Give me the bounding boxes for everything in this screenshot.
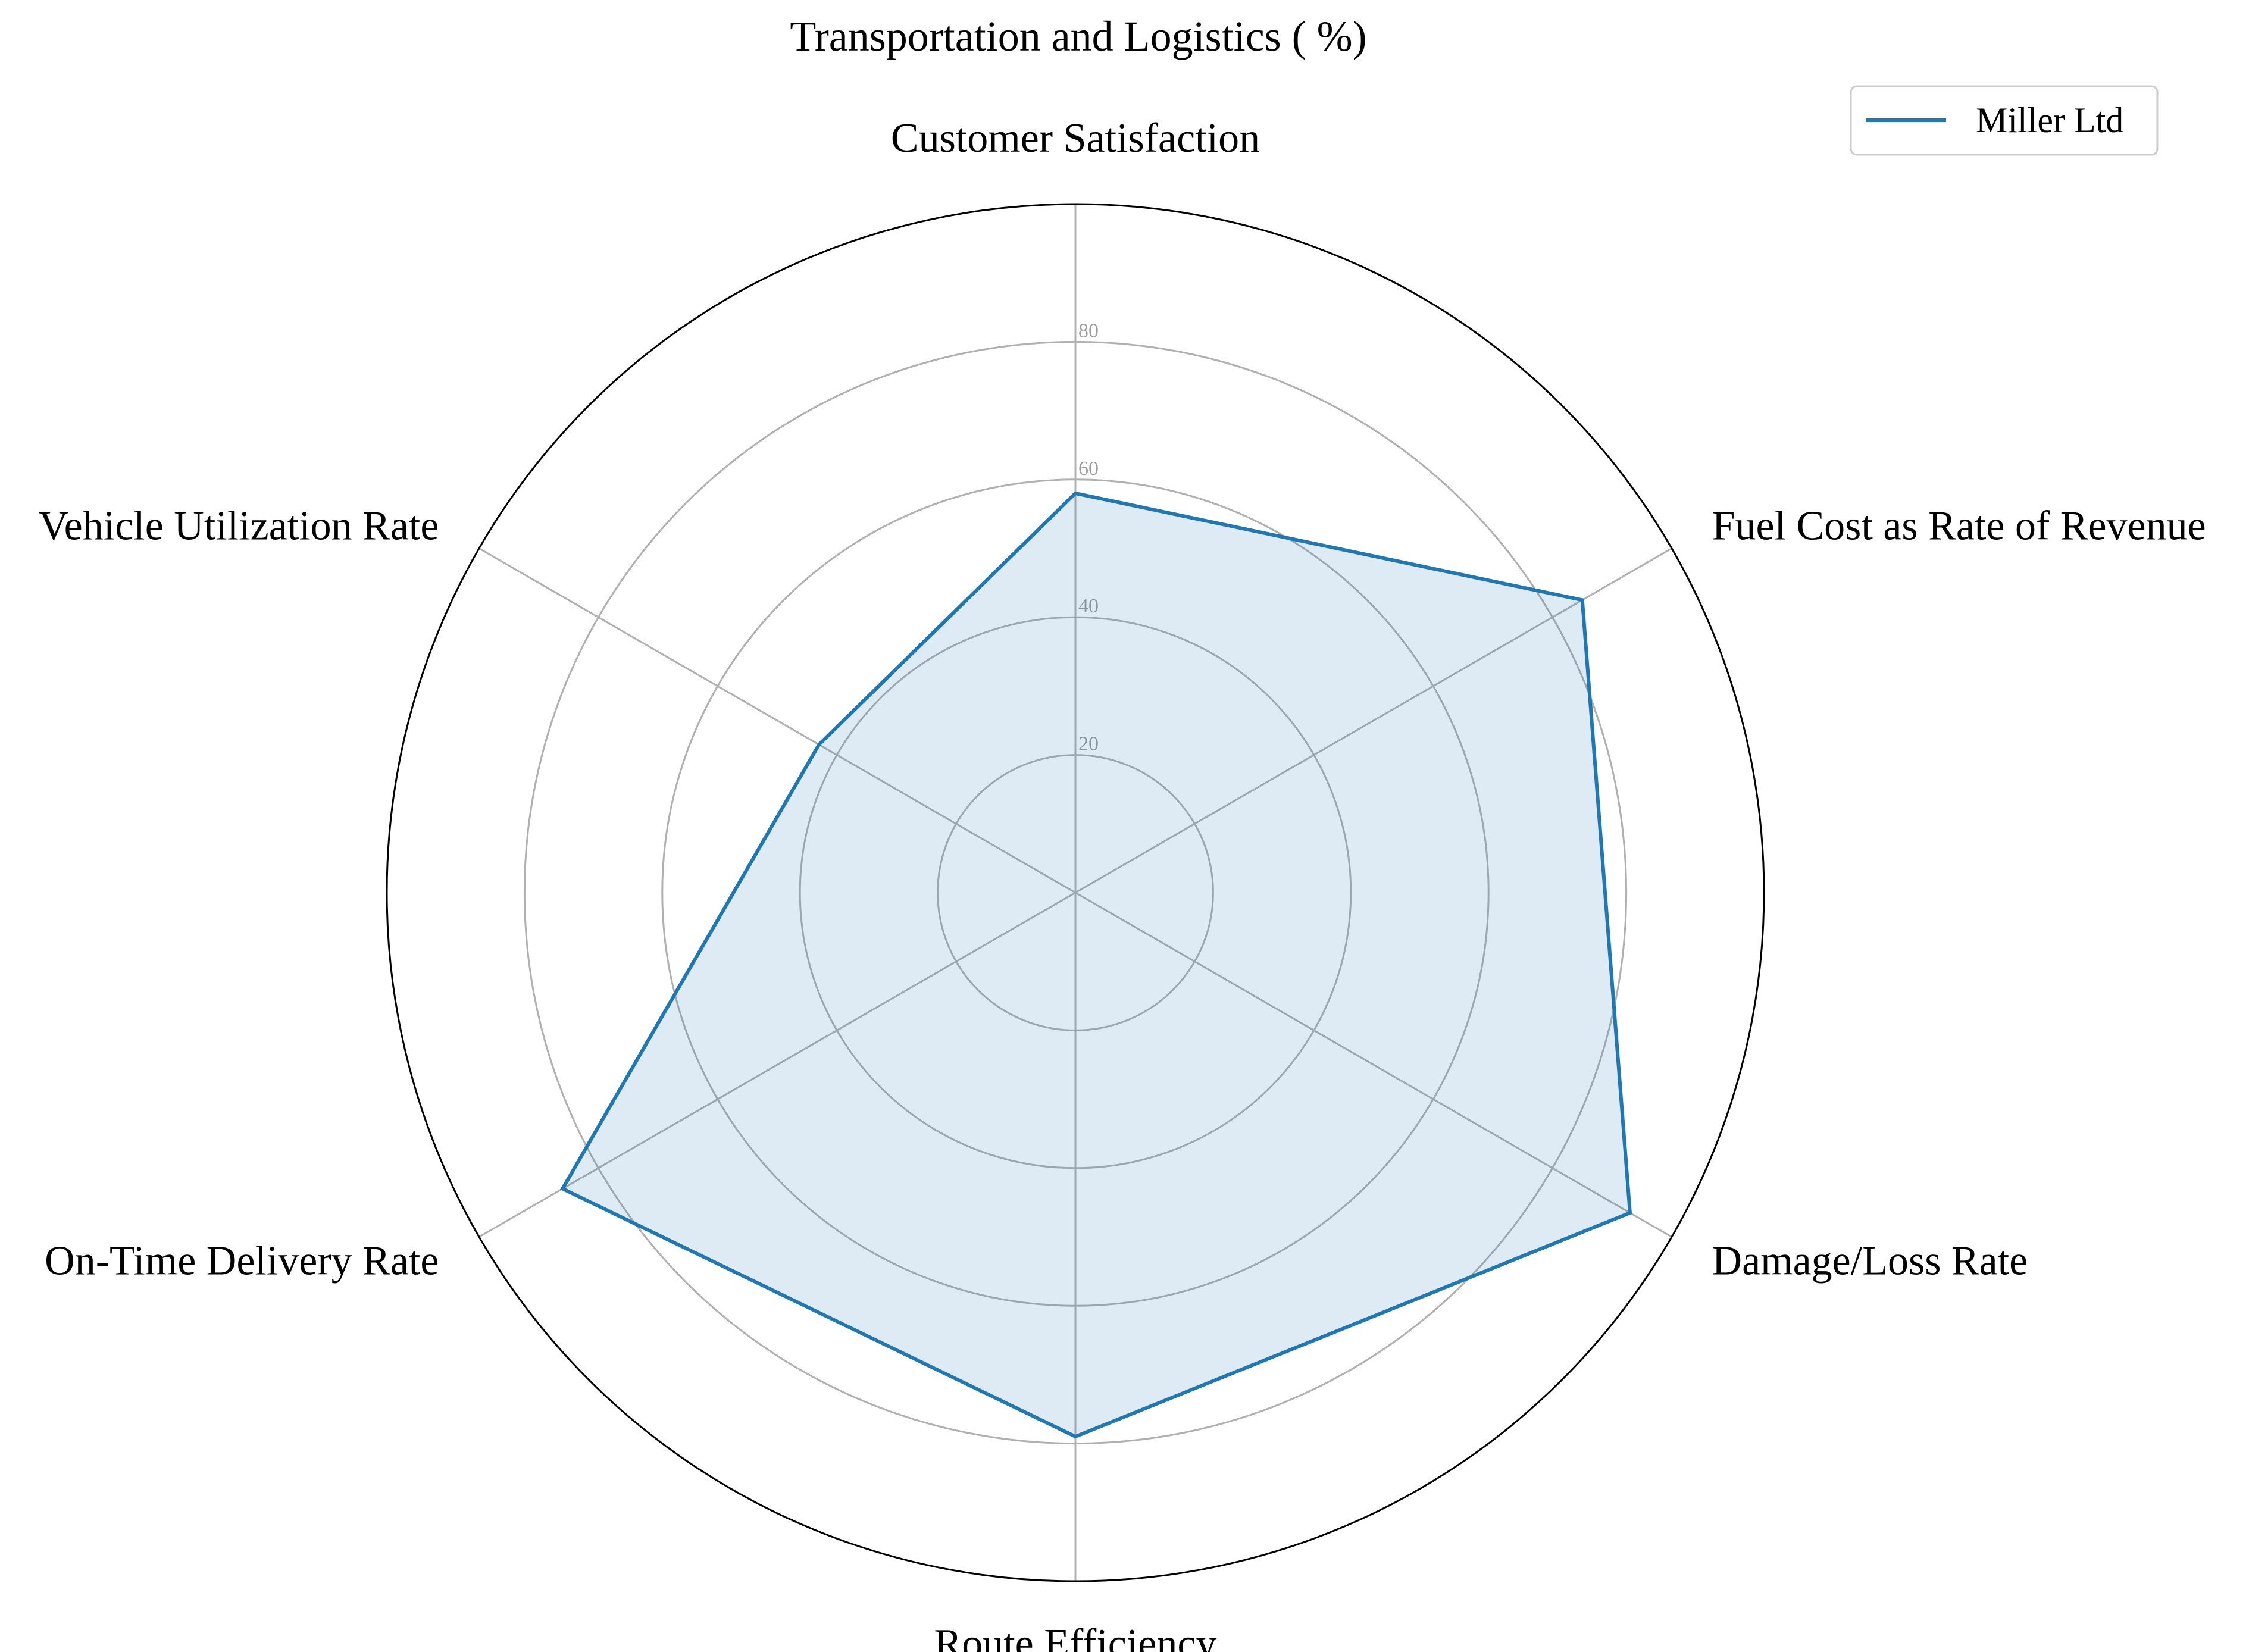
r-tick-label: 80 — [1078, 320, 1099, 342]
series-point — [561, 1187, 565, 1191]
outer-frame — [386, 203, 1765, 1582]
r-tick-label: 40 — [1078, 595, 1099, 617]
series-point — [817, 743, 821, 747]
legend-label: Miller Ltd — [1976, 101, 2123, 140]
series-point — [1580, 598, 1584, 602]
series-point — [1628, 1211, 1632, 1215]
axis-label: Route Efficiency — [934, 1621, 1217, 1652]
axis-label: On-Time Delivery Rate — [45, 1238, 439, 1284]
series-layer — [560, 491, 1632, 1439]
spoke-2 — [1075, 891, 1672, 1238]
legend-frame — [1850, 85, 2159, 156]
grid: 20 40 60 80 — [386, 203, 1765, 1582]
spoke-5 — [478, 547, 1076, 894]
axis-label: Fuel Cost as Rate of Revenue — [1712, 503, 2206, 549]
series-fill — [562, 493, 1630, 1437]
axis-label: Vehicle Utilization Rate — [39, 503, 439, 549]
series-point — [1074, 491, 1077, 495]
spoke-4 — [478, 891, 1076, 1238]
r-tick-label: 60 — [1078, 458, 1099, 480]
axis-labels: Customer Satisfaction Fuel Cost as Rate o… — [39, 115, 2206, 1652]
r-tick-label: 20 — [1078, 733, 1099, 755]
axis-label: Damage/Loss Rate — [1712, 1238, 2028, 1284]
series-point — [1074, 1435, 1077, 1439]
chart-title: Transportation and Logistics ( %) — [790, 12, 1366, 60]
spoke-1 — [1075, 547, 1672, 894]
axis-label: Customer Satisfaction — [891, 115, 1260, 161]
legend: Miller Ltd — [1850, 85, 2159, 156]
